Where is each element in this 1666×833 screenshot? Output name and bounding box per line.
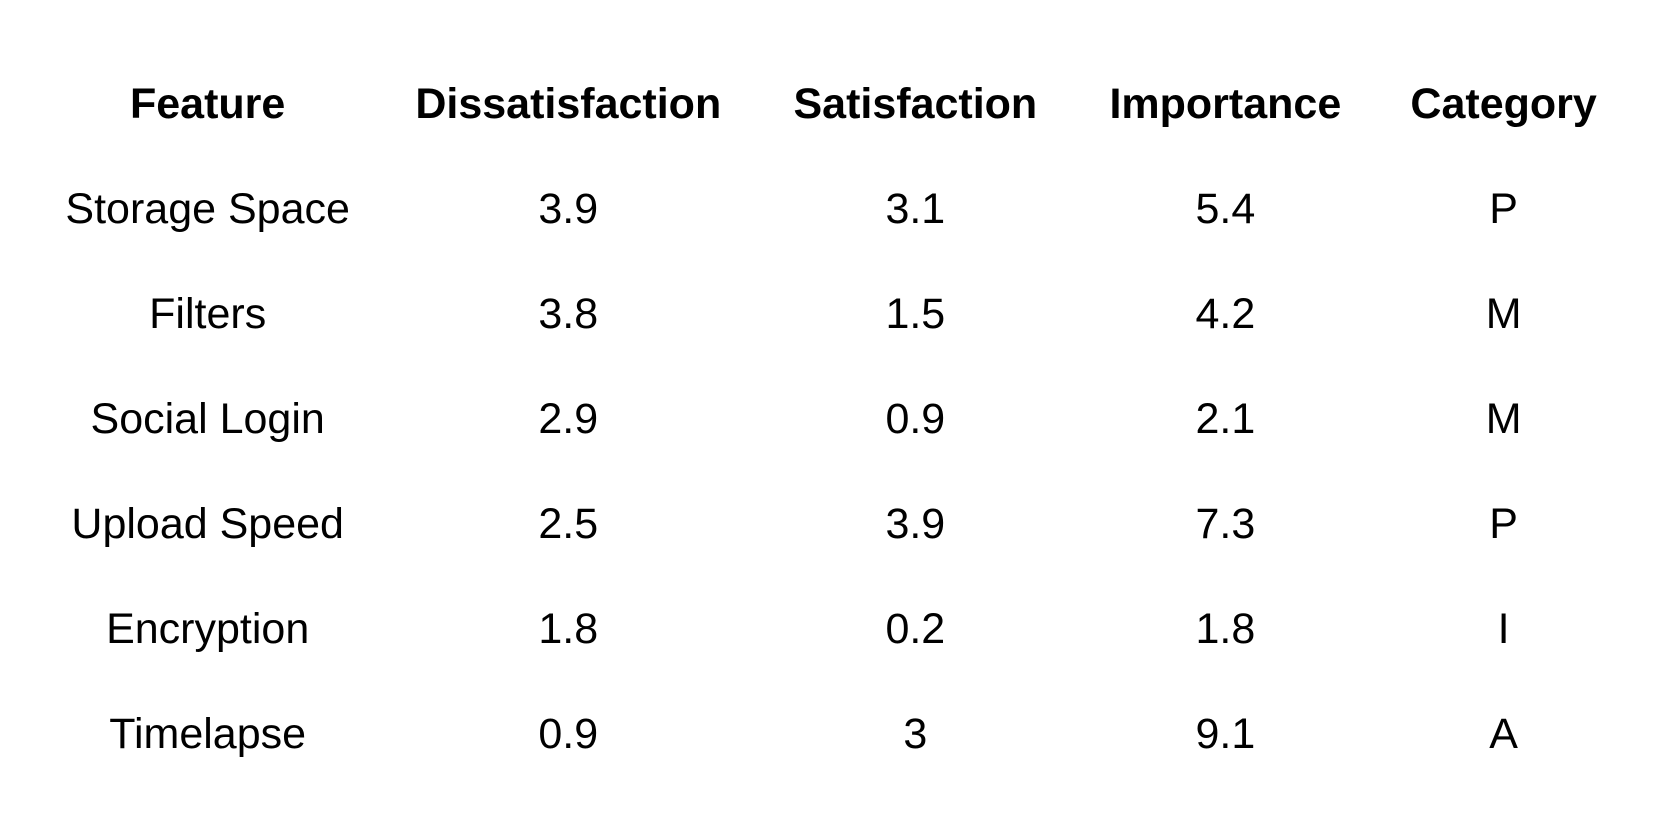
table-body: Storage Space 3.9 3.1 5.4 P Filters 3.8 … xyxy=(0,157,1666,787)
column-header-category: Category xyxy=(1410,80,1597,128)
cell-satisfaction: 3 xyxy=(903,710,928,758)
column-header-importance: Importance xyxy=(1109,80,1342,128)
cell-satisfaction: 0.2 xyxy=(885,605,946,653)
column-header-satisfaction: Satisfaction xyxy=(793,80,1038,128)
cell-importance: 2.1 xyxy=(1195,395,1256,443)
header-row: Feature Dissatisfaction Satisfaction Imp… xyxy=(0,52,1666,157)
cell-dissatisfaction: 3.9 xyxy=(538,185,599,233)
cell-feature: Timelapse xyxy=(109,710,307,758)
cell-satisfaction: 3.1 xyxy=(885,185,946,233)
cell-importance: 4.2 xyxy=(1195,290,1256,338)
cell-category: P xyxy=(1489,185,1518,233)
cell-category: A xyxy=(1489,710,1518,758)
cell-feature: Storage Space xyxy=(65,185,350,233)
cell-satisfaction: 3.9 xyxy=(885,500,946,548)
cell-importance: 5.4 xyxy=(1195,185,1256,233)
cell-feature: Filters xyxy=(149,290,267,338)
cell-dissatisfaction: 2.5 xyxy=(538,500,599,548)
cell-importance: 1.8 xyxy=(1195,605,1256,653)
column-header-dissatisfaction: Dissatisfaction xyxy=(415,80,722,128)
table-row: Encryption 1.8 0.2 1.8 I xyxy=(0,577,1666,682)
column-header-feature: Feature xyxy=(130,80,286,128)
cell-satisfaction: 1.5 xyxy=(885,290,946,338)
cell-dissatisfaction: 1.8 xyxy=(538,605,599,653)
cell-dissatisfaction: 3.8 xyxy=(538,290,599,338)
table-header: Feature Dissatisfaction Satisfaction Imp… xyxy=(0,52,1666,157)
table-row: Storage Space 3.9 3.1 5.4 P xyxy=(0,157,1666,262)
cell-category: P xyxy=(1489,500,1518,548)
cell-importance: 7.3 xyxy=(1195,500,1256,548)
cell-dissatisfaction: 2.9 xyxy=(538,395,599,443)
feature-table: Feature Dissatisfaction Satisfaction Imp… xyxy=(0,52,1666,787)
cell-category: M xyxy=(1485,290,1522,338)
table-row: Timelapse 0.9 3 9.1 A xyxy=(0,682,1666,787)
table-row: Social Login 2.9 0.9 2.1 M xyxy=(0,367,1666,472)
cell-satisfaction: 0.9 xyxy=(885,395,946,443)
table-row: Upload Speed 2.5 3.9 7.3 P xyxy=(0,472,1666,577)
cell-feature: Encryption xyxy=(106,605,310,653)
cell-category: M xyxy=(1485,395,1522,443)
cell-dissatisfaction: 0.9 xyxy=(538,710,599,758)
cell-feature: Upload Speed xyxy=(71,500,344,548)
cell-importance: 9.1 xyxy=(1195,710,1256,758)
table-row: Filters 3.8 1.5 4.2 M xyxy=(0,262,1666,367)
cell-feature: Social Login xyxy=(90,395,325,443)
cell-category: I xyxy=(1497,605,1510,653)
